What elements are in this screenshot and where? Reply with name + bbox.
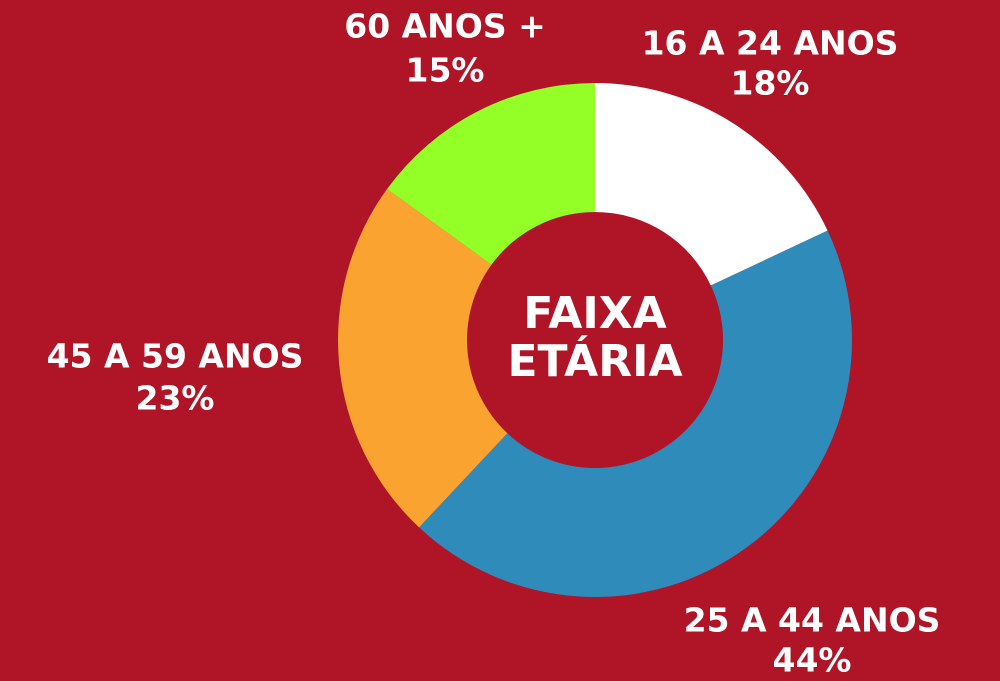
center-title: FAIXA ETÁRIA (507, 288, 682, 387)
donut-slice (595, 83, 828, 286)
title-line: ETÁRIA (507, 334, 682, 387)
slice-value: 23% (136, 379, 215, 418)
slice-label: 60 ANOS + (344, 7, 546, 46)
slice-value: 15% (406, 51, 485, 90)
slice-label: 45 A 59 ANOS (47, 337, 304, 376)
donut-slice (337, 188, 508, 528)
slice-label: 25 A 44 ANOS (684, 601, 941, 640)
slice-label: 16 A 24 ANOS (642, 24, 899, 63)
donut-slice (419, 230, 852, 597)
slice-value: 18% (731, 64, 810, 103)
donut-slice (387, 83, 595, 265)
title-line: FAIXA (523, 288, 666, 339)
slice-value: 44% (773, 641, 852, 680)
